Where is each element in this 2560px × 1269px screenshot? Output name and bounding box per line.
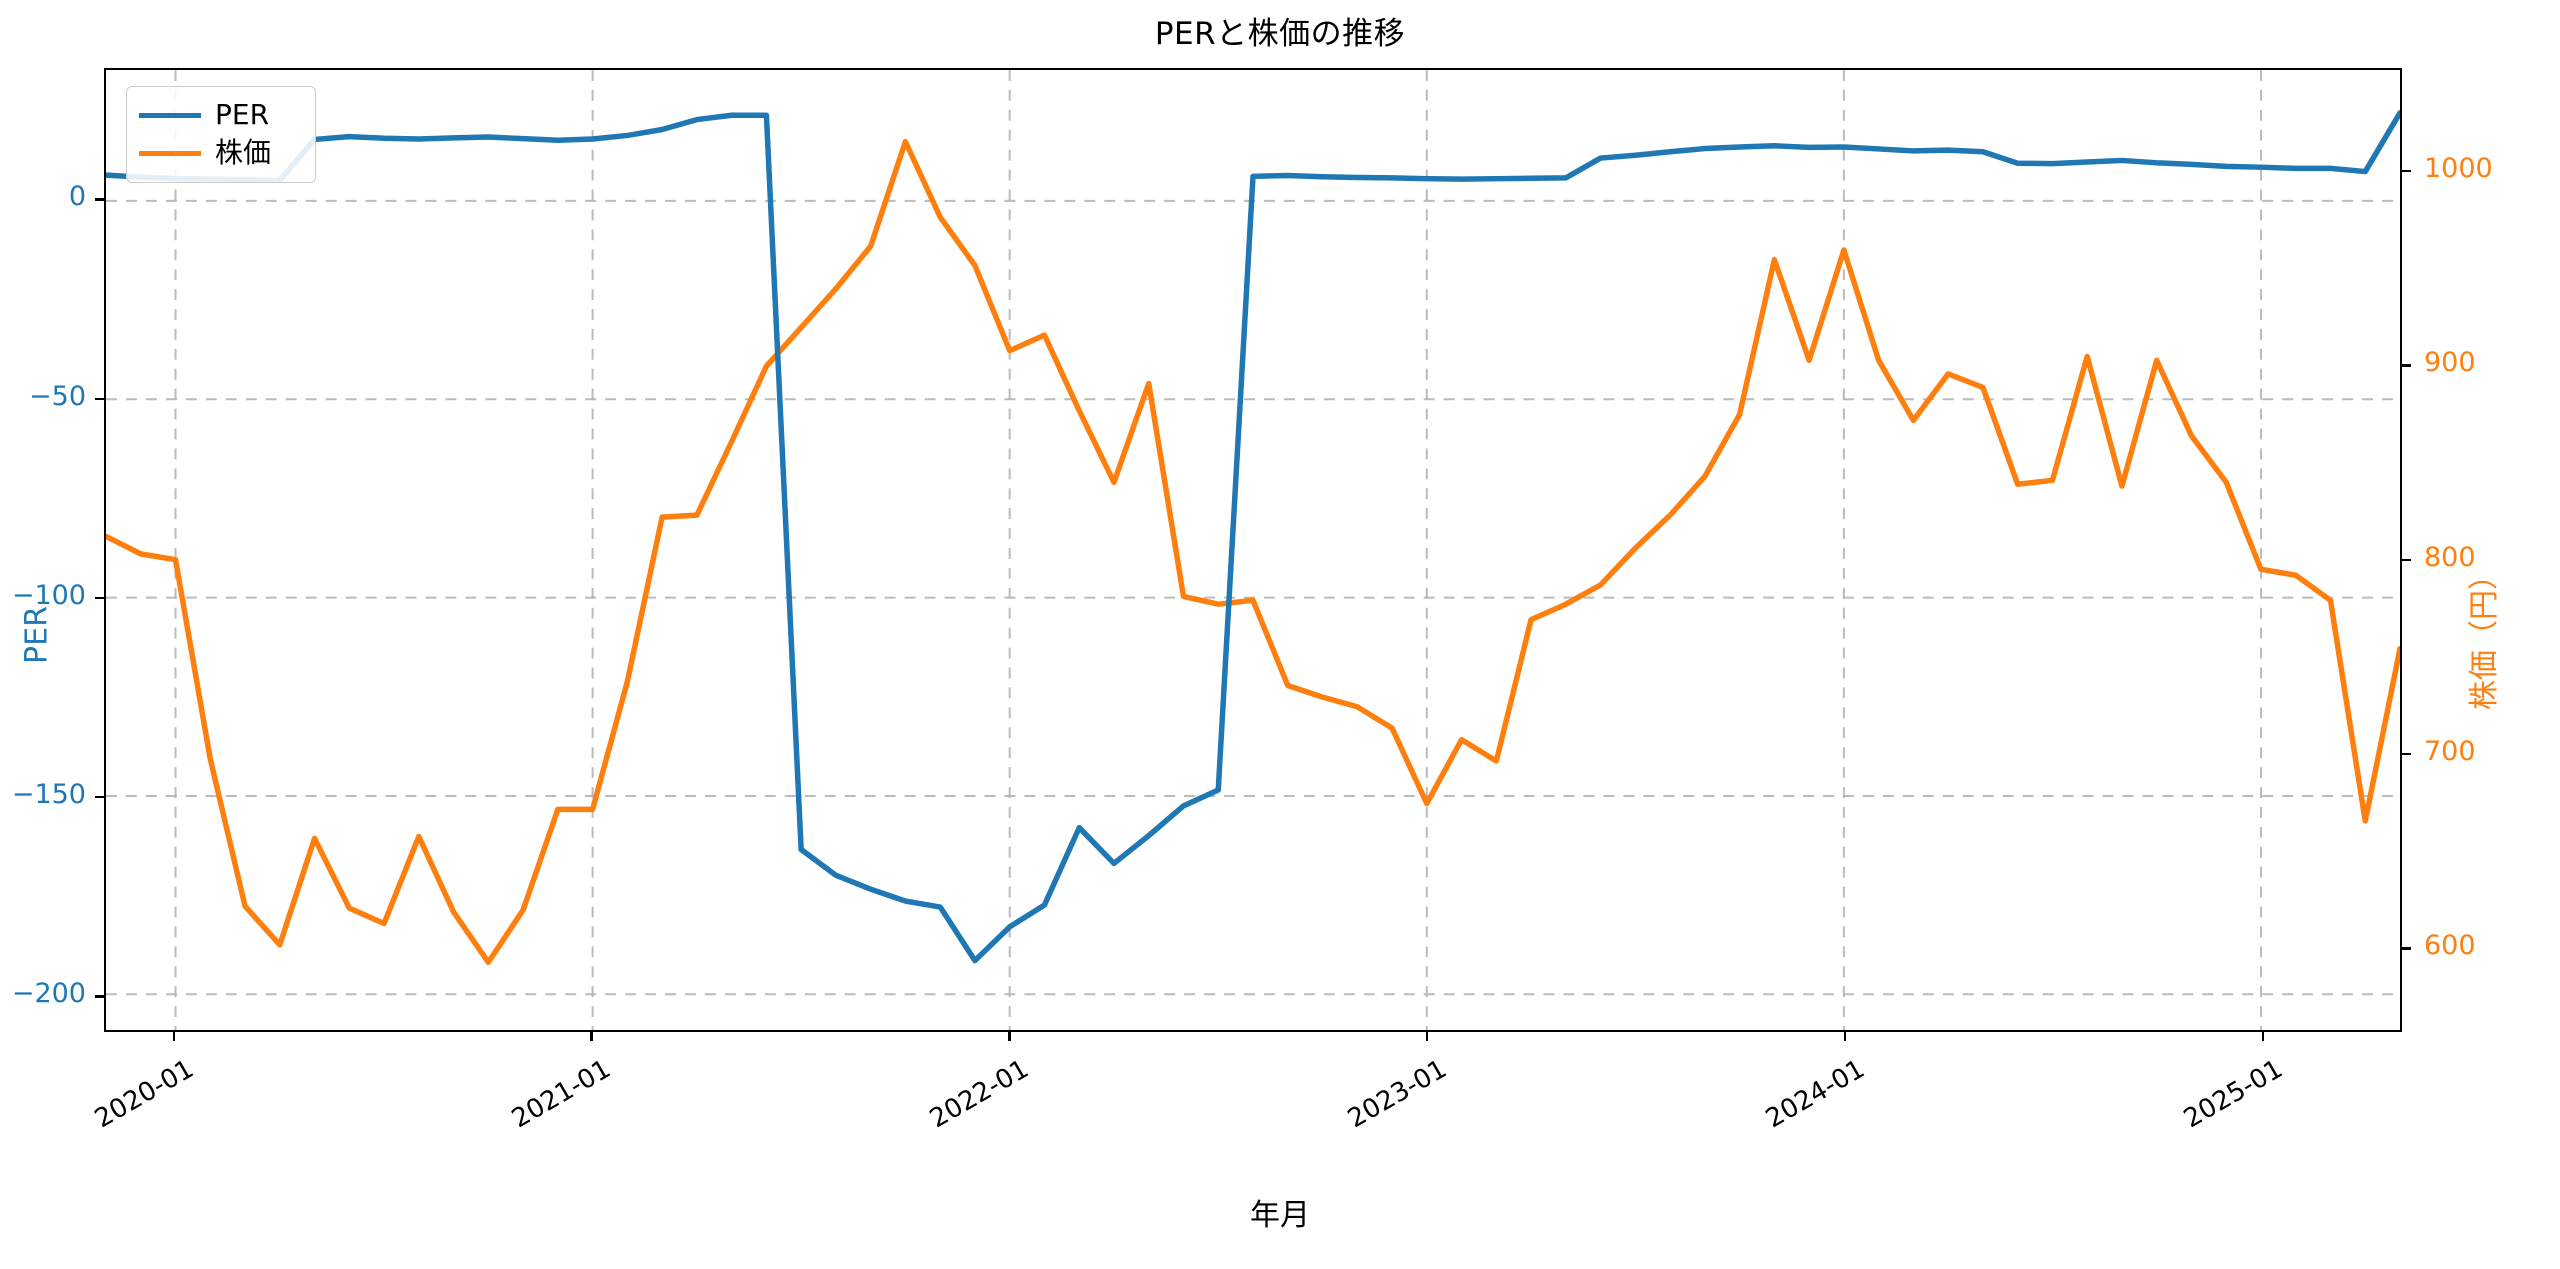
y-axis-right-tickmark [2400,364,2411,367]
x-axis-tick-label: 2023-01 [1342,1054,1453,1135]
x-axis-tickmark [1426,1030,1429,1041]
legend: PER 株価 [126,86,316,183]
y-axis-left-tickmark [95,795,106,799]
page-title: PERと株価の推移 [1154,16,1406,52]
y-axis-right-tick-label: 900 [2424,347,2476,379]
plot-area [104,68,2402,1032]
y-axis-right-title: 株価（円） [2467,559,2502,710]
x-axis-tick-label: 2020-01 [89,1054,199,1135]
y-axis-right-tick-label: 600 [2424,930,2476,962]
legend-swatch-kabuka [139,150,201,156]
y-axis-left-tick-label: −50 [29,380,86,412]
legend-item-per[interactable]: PER [139,96,303,134]
x-axis-tickmark [1843,1030,1847,1041]
y-axis-right-tick-label: 1000 [2424,153,2493,184]
legend-label-kabuka: 株価 [215,136,272,169]
x-axis-tickmark [1008,1030,1011,1041]
x-axis-tickmark [2261,1030,2265,1041]
y-axis-right-tick-label: 800 [2424,541,2476,573]
x-axis-tick-label: 2021-01 [507,1054,617,1135]
x-axis-tickmark [590,1030,593,1041]
legend-item-kabuka[interactable]: 株価 [139,134,303,172]
x-axis-tickmark [172,1030,176,1041]
y-axis-left-tickmark [95,198,106,201]
y-axis-left-tickmark [95,995,106,998]
y-axis-left-tick-label: 0 [68,181,86,213]
x-axis-tick-label: 2022-01 [925,1054,1035,1135]
legend-label-per: PER [215,98,270,131]
y-axis-right-tickmark [2400,947,2411,950]
y-axis-right-tickmark [2400,558,2411,562]
data-lines [106,110,2400,966]
legend-swatch-per [139,112,201,118]
y-axis-left-tick-label: −150 [11,778,86,810]
x-axis-tick-label: 2024-01 [1760,1054,1870,1135]
y-axis-right-tickmark [2400,753,2411,756]
y-axis-right-tickmark [2400,170,2411,173]
y-axis-left-tickmark [95,397,106,401]
x-axis-tick-label: 2025-01 [2178,1054,2288,1135]
y-axis-left-tick-label: −200 [11,978,86,1010]
y-axis-left-tickmark [95,596,106,600]
y-axis-right-tick-label: 700 [2424,736,2476,768]
x-axis-title: 年月 [1250,1198,1310,1233]
y-axis-left-title: PER [19,605,55,664]
y-axis-left-tick-label: −100 [11,579,86,611]
